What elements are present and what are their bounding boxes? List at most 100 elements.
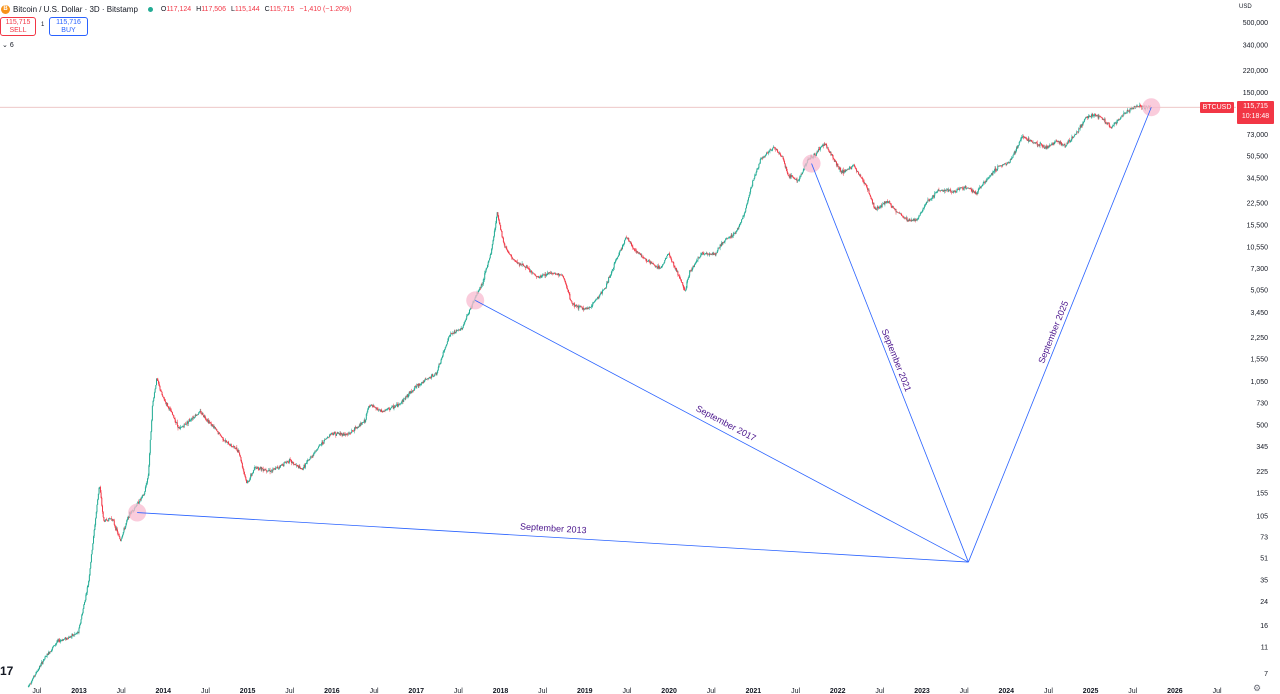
candle-body — [247, 481, 249, 483]
candle-body — [527, 268, 529, 269]
candle-body — [414, 386, 416, 390]
candle-body — [243, 468, 245, 472]
candle-body — [250, 474, 252, 476]
candle-body — [388, 407, 390, 410]
candle-body — [489, 254, 491, 259]
candle-body — [568, 292, 570, 294]
candle-body — [31, 680, 33, 683]
candle-body — [757, 167, 759, 169]
candle-body — [413, 389, 415, 391]
candle-body — [762, 157, 764, 159]
y-tick-label: 345 — [1256, 444, 1268, 451]
candle-body — [406, 394, 408, 397]
candle-body — [90, 562, 92, 569]
y-tick-label: 7 — [1264, 671, 1268, 678]
candle-body — [856, 170, 858, 172]
candle-body — [779, 153, 781, 155]
candle-body — [1025, 137, 1027, 139]
candle-body — [216, 430, 218, 432]
candle-body — [311, 456, 313, 458]
candle-body — [62, 639, 64, 641]
candle-body — [104, 520, 106, 522]
candle-body — [794, 178, 796, 180]
candle-body — [242, 467, 244, 469]
candle-body — [102, 505, 104, 512]
indicators-toggle[interactable]: ⌄ 6 — [2, 41, 14, 49]
sell-button[interactable]: 115,715 SELL — [0, 17, 36, 36]
candle-body — [932, 195, 934, 197]
price-axis: 500,000340,000220,000150,00073,00050,500… — [1243, 20, 1268, 678]
candle-body — [427, 378, 429, 380]
candle-body — [971, 191, 973, 193]
candle-body — [592, 303, 594, 306]
market-status-icon — [147, 6, 153, 12]
candle-body — [957, 189, 959, 190]
candle-body — [1118, 119, 1120, 121]
candle-body — [1092, 114, 1094, 116]
candle-body — [484, 271, 486, 274]
candle-body — [124, 525, 126, 530]
candle-body — [29, 683, 31, 685]
candle-body — [149, 439, 151, 454]
candle-body — [754, 175, 756, 176]
candle-body — [955, 191, 957, 193]
currency-label[interactable]: USD — [1239, 4, 1252, 10]
candle-body — [892, 205, 894, 208]
candle-body — [394, 406, 396, 408]
settings-gear-icon[interactable]: ⚙ — [1253, 683, 1262, 693]
candle-body — [454, 331, 456, 334]
candle-body — [446, 344, 448, 347]
candle-body — [970, 188, 972, 192]
candle-body — [288, 462, 290, 463]
candle-body — [1135, 105, 1137, 108]
buy-button[interactable]: 115,716 BUY — [49, 17, 88, 36]
symbol-title[interactable]: Bitcoin / U.S. Dollar · 3D · Bitstamp — [13, 4, 138, 14]
candle-body — [238, 450, 240, 453]
y-tick-label: 2,250 — [1250, 335, 1268, 342]
x-tick-label: Jul — [32, 688, 41, 694]
candle-body — [916, 219, 918, 221]
candle-body — [554, 272, 556, 274]
candle-body — [749, 192, 751, 196]
candle-body — [1026, 138, 1028, 140]
candle-body — [425, 378, 427, 380]
candle-body — [655, 266, 657, 268]
candle-body — [869, 193, 871, 195]
candle-body — [275, 467, 277, 469]
candle-body — [710, 254, 712, 255]
x-tick-label: Jul — [370, 688, 379, 694]
candle-body — [702, 252, 704, 254]
candle-body — [921, 210, 923, 213]
candle-body — [326, 437, 328, 439]
candle-body — [193, 416, 195, 418]
candle-body — [1004, 163, 1006, 165]
candle-body — [65, 637, 67, 640]
candle-body — [883, 203, 885, 204]
candle-body — [1048, 146, 1050, 147]
candle-body — [991, 173, 993, 175]
candle-body — [685, 290, 687, 291]
candle-body — [537, 276, 539, 278]
candle-body — [225, 440, 227, 442]
candle-body — [603, 289, 605, 291]
candle-body — [192, 416, 194, 419]
candle-body — [836, 163, 838, 166]
candle-body — [493, 236, 495, 241]
candle-body — [681, 282, 683, 283]
candle-body — [745, 205, 747, 209]
tradingview-logo-icon[interactable]: 17 — [0, 664, 14, 678]
candle-body — [1081, 124, 1083, 128]
candle-body — [327, 437, 329, 438]
candle-body — [653, 263, 655, 265]
candle-body — [549, 272, 551, 273]
candle-body — [714, 253, 716, 255]
candle-body — [461, 327, 463, 330]
candle-body — [1017, 145, 1019, 149]
candle-body — [87, 585, 89, 588]
candle-body — [269, 470, 271, 472]
candle-body — [306, 460, 308, 462]
candle-body — [977, 191, 979, 195]
candle-body — [369, 405, 371, 407]
